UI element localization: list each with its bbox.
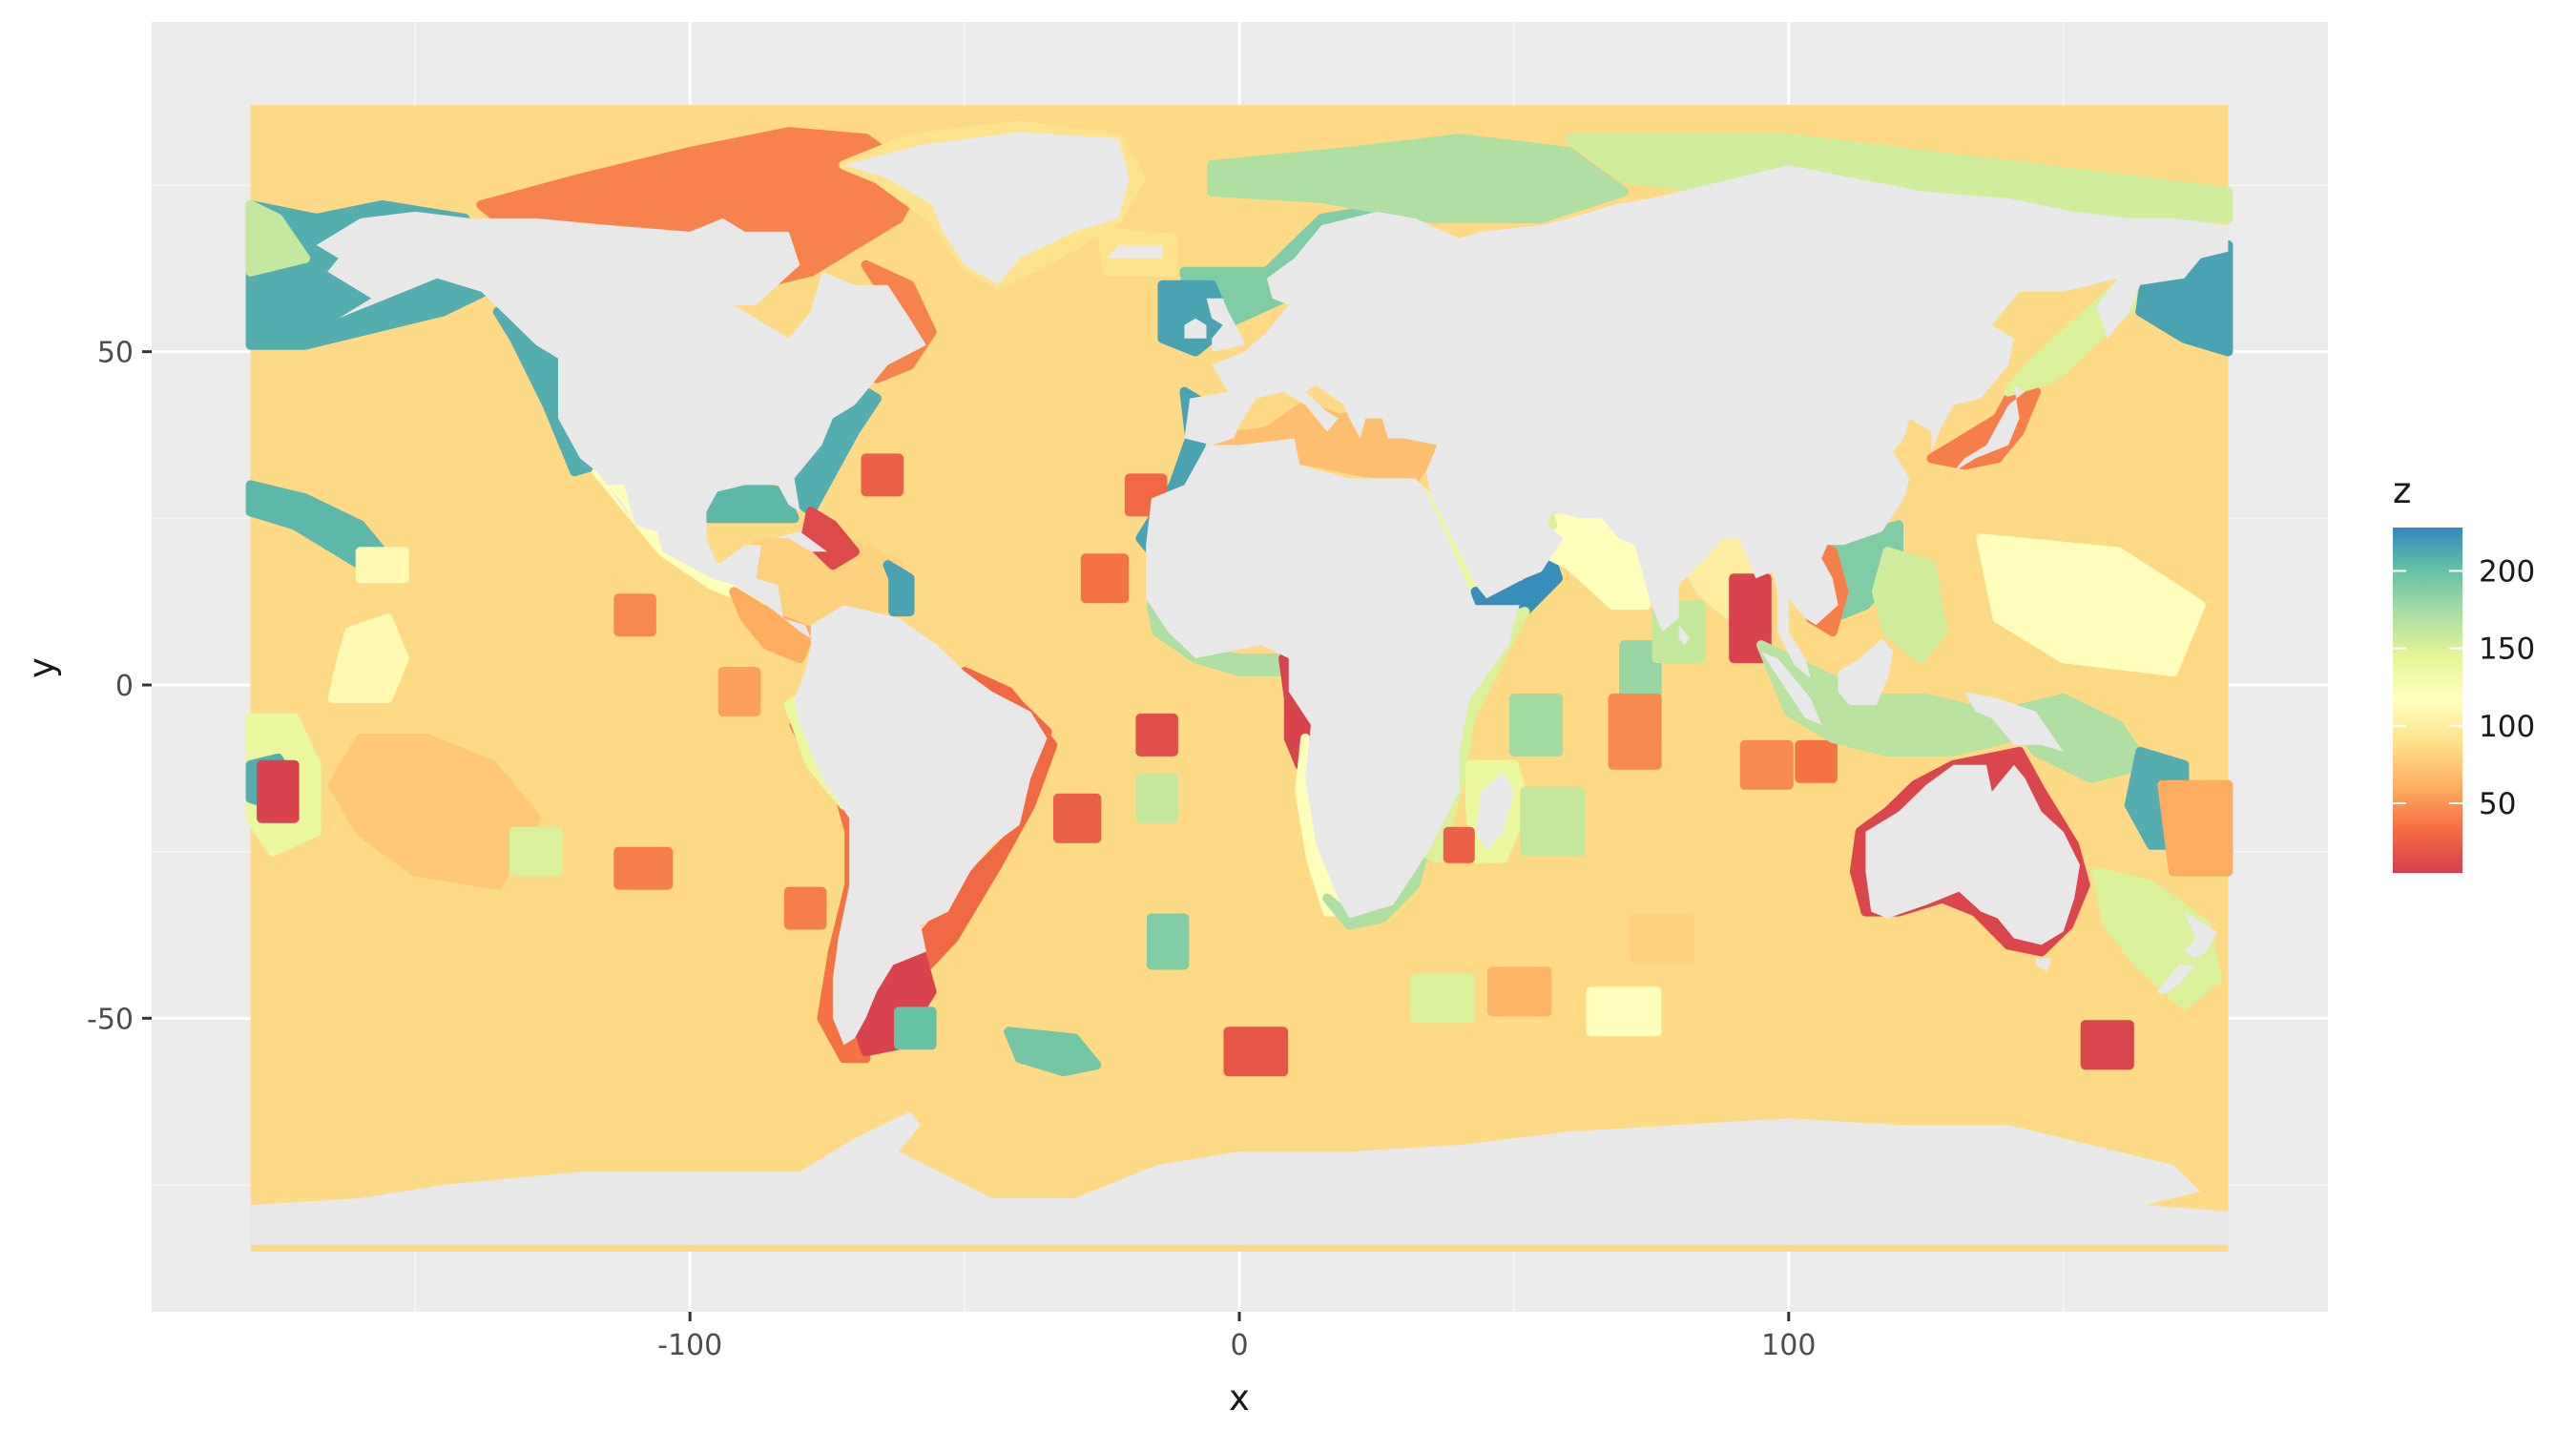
land-mass bbox=[250, 1111, 2229, 1245]
region-cell bbox=[717, 667, 761, 716]
land-mass bbox=[1475, 771, 1514, 852]
region-cell bbox=[257, 759, 300, 823]
legend-tick-label: 50 bbox=[2479, 787, 2516, 821]
region-cell bbox=[245, 199, 311, 277]
region-cell bbox=[1053, 793, 1102, 843]
land-mass bbox=[1865, 764, 2080, 945]
region-cell bbox=[327, 613, 409, 703]
region-cell bbox=[613, 846, 674, 890]
region-cell bbox=[1508, 694, 1563, 757]
legend-tick-label: 200 bbox=[2479, 554, 2535, 589]
region-cell bbox=[327, 733, 541, 890]
region-cell bbox=[1207, 134, 1630, 223]
x-axis-title: x bbox=[1229, 1378, 1250, 1419]
land-mass bbox=[1678, 625, 1691, 646]
region-cell bbox=[1586, 986, 1662, 1037]
region-cell bbox=[1795, 739, 1838, 783]
legend: z 50 100 150 200 bbox=[2393, 470, 2535, 873]
region-cell bbox=[2080, 1020, 2134, 1070]
region-cell bbox=[1004, 1027, 1102, 1077]
axis-ticks bbox=[142, 350, 1791, 1321]
legend-tick-label: 100 bbox=[2479, 710, 2535, 744]
region-cell bbox=[729, 587, 816, 664]
y-tick-labels: -50 0 50 bbox=[87, 337, 134, 1037]
land-mass bbox=[1184, 318, 1207, 339]
legend-colorbar bbox=[2393, 528, 2462, 873]
land-mass bbox=[1184, 165, 2229, 678]
region-cell bbox=[883, 560, 915, 617]
y-tick-label: 0 bbox=[115, 670, 134, 703]
region-cell bbox=[1135, 713, 1178, 757]
x-tick-labels: -100 0 100 bbox=[657, 1329, 1816, 1362]
land-mass bbox=[1146, 438, 1520, 919]
region-cell bbox=[1080, 553, 1130, 604]
land-mass bbox=[2035, 958, 2053, 972]
region-cell bbox=[1223, 1027, 1289, 1077]
land-mass bbox=[1838, 638, 1894, 705]
region-cell bbox=[1871, 547, 1947, 664]
region-cell bbox=[1146, 913, 1190, 970]
region-cell bbox=[355, 547, 409, 584]
region-cell bbox=[1976, 533, 2206, 676]
land-mass bbox=[1761, 652, 1822, 725]
x-tick-label: -100 bbox=[657, 1329, 722, 1362]
land-mass bbox=[1964, 692, 2064, 752]
region-cell bbox=[800, 507, 860, 570]
y-axis-title: y bbox=[21, 657, 62, 678]
region-cell bbox=[861, 453, 904, 497]
region-cell bbox=[1520, 786, 1585, 857]
legend-ticks: 50 100 150 200 bbox=[2393, 554, 2535, 821]
region-cell bbox=[1135, 773, 1178, 823]
region-cell bbox=[1926, 373, 2041, 470]
region-cell bbox=[1630, 913, 1695, 964]
region-cell bbox=[1443, 826, 1475, 863]
land-mass bbox=[772, 531, 828, 552]
x-tick-label: 0 bbox=[1230, 1329, 1248, 1362]
land-mass bbox=[316, 211, 926, 639]
land-mass bbox=[1107, 244, 1163, 259]
land-mass bbox=[2184, 911, 2217, 959]
x-tick-label: 100 bbox=[1761, 1329, 1816, 1362]
region-cell bbox=[613, 593, 656, 637]
region-cell bbox=[1739, 739, 1794, 790]
region-cell bbox=[509, 826, 563, 877]
land-layer bbox=[250, 132, 2229, 1245]
land-mass bbox=[843, 132, 1130, 285]
land-mass bbox=[1953, 384, 2025, 472]
region-cell bbox=[2157, 779, 2233, 877]
region-cell bbox=[1486, 966, 1552, 1017]
y-tick-label: -50 bbox=[87, 1003, 134, 1036]
land-mass bbox=[2156, 964, 2195, 995]
y-tick-label: 50 bbox=[97, 337, 134, 370]
region-cell bbox=[1608, 694, 1662, 770]
land-mass bbox=[1206, 298, 1245, 352]
region-cell bbox=[1410, 973, 1475, 1024]
legend-tick-label: 150 bbox=[2479, 633, 2535, 667]
region-cell bbox=[894, 1006, 937, 1050]
land-mass bbox=[794, 605, 1048, 1046]
region-cell bbox=[783, 886, 827, 930]
legend-title: z bbox=[2393, 470, 2411, 511]
